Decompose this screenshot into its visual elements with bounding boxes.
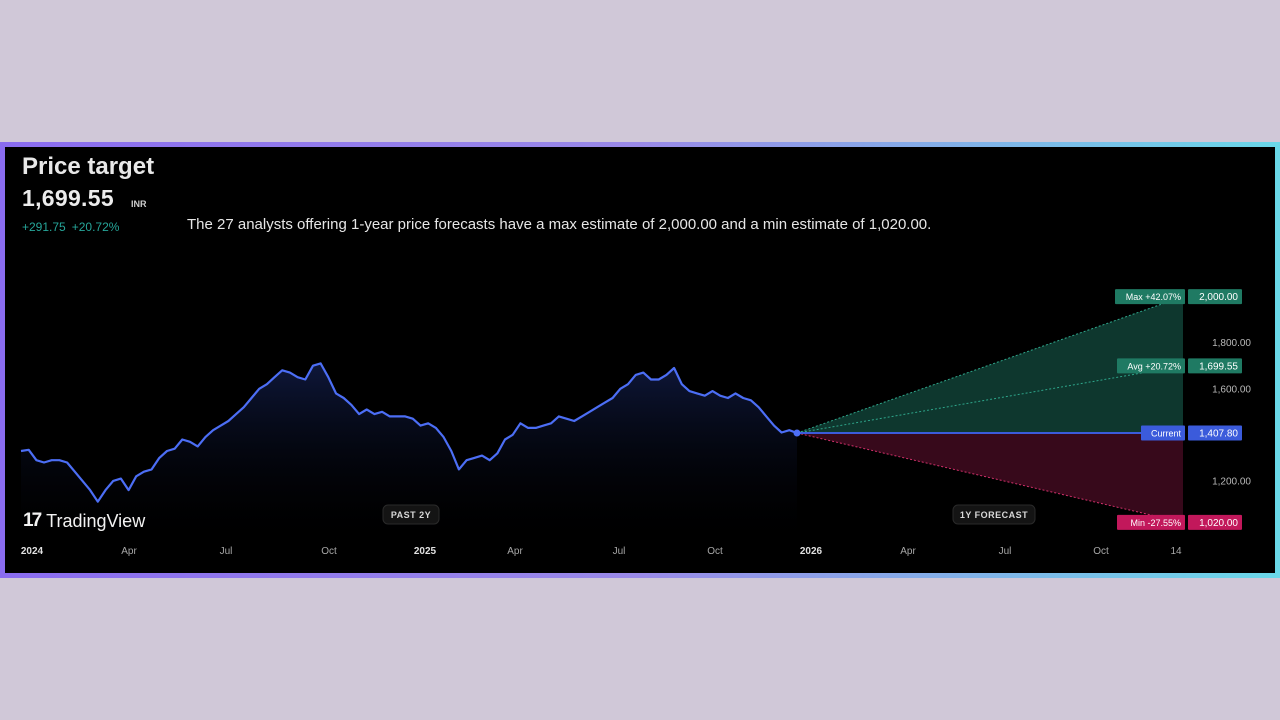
forecast-period-label: 1Y FORECAST (960, 510, 1028, 520)
current-name-label: Current (1151, 429, 1182, 439)
tradingview-logo-text: TradingView (46, 510, 146, 531)
forecast-period-pill (952, 504, 1036, 525)
min-value-label: 1,020.00 (1199, 518, 1238, 529)
price-target-chart: 1,200.00 1,600.00 1,800.00 2,000.00 Max +42.… (20, 289, 1251, 557)
past-period-label: PAST 2Y (391, 510, 431, 520)
avg-name-badge (1117, 358, 1185, 374)
x-tick-label-10: Jul (999, 546, 1012, 557)
y-tick-label-2: 1,800.00 (1212, 338, 1251, 349)
x-tick-label-0: 2024 (21, 546, 44, 557)
x-tick-label-5: Apr (507, 546, 523, 557)
price-change: +291.75 +20.72% (22, 220, 125, 234)
x-tick-label-2: Jul (220, 546, 233, 557)
min-value-badge (1188, 514, 1242, 530)
change-absolute: +291.75 (22, 220, 66, 234)
x-tick-label-7: Oct (707, 546, 723, 557)
x-tick-label-9: Apr (900, 546, 916, 557)
current-name-badge (1141, 425, 1185, 441)
change-percent: +20.72% (71, 220, 120, 234)
forecast-avg-line (796, 365, 1184, 434)
max-value-badge (1188, 289, 1242, 305)
tradingview-logo[interactable]: 17 TradingView (23, 510, 145, 532)
past-period-pill (382, 504, 440, 525)
card-title: Price target (22, 153, 155, 180)
current-value-badge (1188, 425, 1242, 441)
forecast-description: The 27 analysts offering 1-year price fo… (187, 216, 932, 233)
max-name-badge (1115, 289, 1185, 305)
avg-value-badge (1188, 358, 1242, 374)
target-price: 1,699.55 (22, 185, 114, 211)
max-name-label: Max +42.07% (1126, 292, 1181, 302)
x-tick-label-8: 2026 (800, 546, 823, 557)
x-tick-label-3: Oct (321, 546, 337, 557)
min-name-label: Min -27.55% (1130, 518, 1181, 528)
min-name-badge (1117, 514, 1185, 530)
currency-label: INR (131, 199, 147, 209)
history-line (20, 362, 798, 503)
history-area (21, 363, 797, 547)
max-value-label: 2,000.00 (1199, 292, 1238, 303)
x-tick-label-12: 14 (1170, 546, 1182, 557)
current-point (793, 429, 801, 437)
forecast-max-line (796, 296, 1184, 434)
price-target-card: Price target 1,699.55 INR +291.75 +20.72%… (5, 147, 1275, 573)
avg-name-label: Avg +20.72% (1127, 361, 1181, 371)
avg-value-label: 1,699.55 (1199, 361, 1238, 372)
x-tick-label-6: Jul (613, 546, 626, 557)
x-tick-label-1: Apr (121, 546, 137, 557)
x-tick-label-4: 2025 (414, 546, 437, 557)
y-tick-label-0: 1,200.00 (1212, 476, 1251, 487)
y-tick-label-1: 1,600.00 (1212, 384, 1251, 395)
x-tick-label-11: Oct (1093, 546, 1109, 557)
tradingview-logo-icon: 17 (23, 510, 42, 531)
current-value-label: 1,407.80 (1199, 429, 1238, 440)
